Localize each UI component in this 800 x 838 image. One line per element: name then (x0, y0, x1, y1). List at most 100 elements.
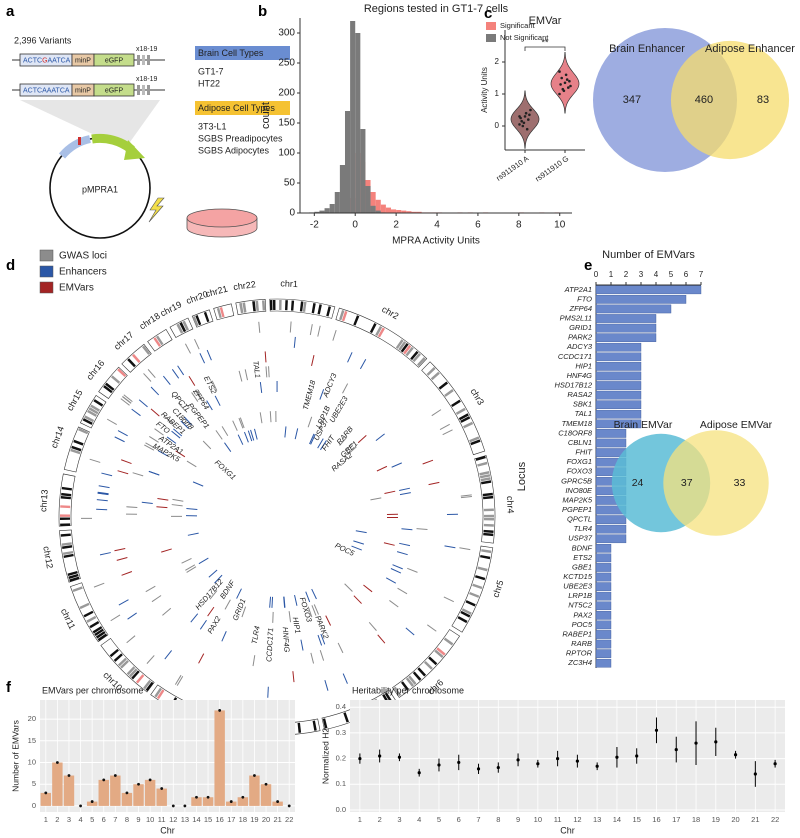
track-line (460, 496, 472, 499)
panel-label: a (6, 3, 15, 20)
track-line (162, 607, 172, 616)
track-line (460, 494, 472, 497)
chromosome-label: chr14 (49, 425, 66, 450)
x-tick-label: 20 (731, 815, 739, 824)
track-line (215, 430, 223, 440)
ideogram-band (93, 399, 104, 407)
track-line (177, 402, 186, 412)
track-line (149, 435, 159, 443)
y-tick-label: RABEP1 (562, 629, 592, 638)
promoter-label: minP (75, 57, 91, 64)
track-line (214, 395, 221, 406)
hist-bar (396, 210, 402, 213)
track-line (171, 430, 181, 439)
legend-label: GWAS loci (59, 251, 107, 262)
y-axis-label: Normalized H2 (320, 728, 330, 784)
hist-bar (416, 211, 422, 213)
point (714, 740, 718, 744)
ideogram (169, 317, 194, 338)
ideogram-band (475, 455, 486, 461)
venn-set-label: Adipose Enhancer (705, 43, 795, 55)
ideogram-band (480, 477, 491, 482)
track-line (351, 545, 362, 551)
point (397, 755, 402, 759)
bar (595, 390, 642, 400)
track-line (156, 506, 168, 509)
ideogram-band (60, 505, 71, 509)
track-line (271, 596, 274, 608)
chromosome-label: chr1 (280, 278, 298, 289)
ideogram-band (182, 320, 189, 331)
x-tick-label: 4 (434, 220, 440, 231)
seq-allele: A (42, 87, 47, 94)
ideogram-band (120, 659, 129, 669)
cell-type: 3T3-L1 (198, 121, 227, 131)
track-line (207, 606, 215, 617)
violin-point (561, 87, 565, 91)
bar (595, 400, 642, 410)
x-axis-label: Chr (160, 825, 175, 835)
ideogram-band (470, 439, 481, 446)
ideogram-band (239, 302, 244, 314)
track-line (269, 411, 272, 423)
bar-point (264, 782, 268, 786)
point (753, 772, 757, 776)
barcode (137, 85, 140, 95)
ideogram-band (179, 322, 187, 333)
x-tick-label: 15 (633, 815, 641, 824)
ideogram-band (142, 345, 151, 355)
point (654, 728, 659, 732)
ideogram-band (109, 648, 119, 658)
plasmid-region (58, 135, 92, 159)
ideogram-band (86, 615, 97, 623)
track-line (443, 596, 454, 603)
track-line (309, 324, 313, 336)
track-line (265, 366, 268, 378)
track-line (310, 434, 316, 445)
ideogram-band (126, 666, 136, 676)
track-line (127, 612, 137, 620)
track-line (206, 400, 213, 411)
bar (237, 797, 249, 806)
ideogram-band (299, 301, 304, 312)
track-line (232, 420, 238, 431)
hist-bar (380, 204, 386, 213)
track-line (194, 338, 200, 350)
ideogram-band (434, 649, 444, 659)
ideogram-band (195, 315, 202, 326)
ideogram-band (428, 656, 438, 666)
dish-top (186, 208, 258, 228)
track-line (126, 506, 138, 509)
ideogram-band (279, 300, 282, 311)
track-line (305, 591, 311, 603)
y-tick-label: CCDC171 (558, 352, 592, 361)
track-line (224, 442, 232, 452)
track-line (357, 434, 367, 444)
ideogram-band (79, 602, 90, 610)
gene-label: HNF4G (281, 627, 292, 653)
chromosome-label: chr16 (84, 358, 106, 382)
track-line (399, 542, 411, 547)
bar (595, 333, 657, 342)
ideogram-band (135, 674, 145, 684)
insert-funnel (20, 100, 160, 146)
track-line (186, 566, 197, 573)
ideogram-band (71, 445, 82, 452)
ideogram-band (61, 486, 73, 491)
bar (595, 295, 687, 304)
bar (595, 534, 627, 544)
track-line (175, 450, 186, 458)
ideogram-band (339, 309, 345, 321)
point (694, 741, 698, 745)
track-line (161, 548, 172, 553)
y-tick-label: ADCY3 (566, 342, 593, 351)
track-line (157, 497, 169, 501)
track-line (288, 611, 292, 623)
ideogram-band (417, 667, 427, 677)
track-line (300, 639, 304, 651)
violin-point (569, 84, 572, 88)
bar (214, 710, 225, 806)
bar (595, 429, 627, 438)
x-tick-label: 0 (352, 220, 358, 231)
